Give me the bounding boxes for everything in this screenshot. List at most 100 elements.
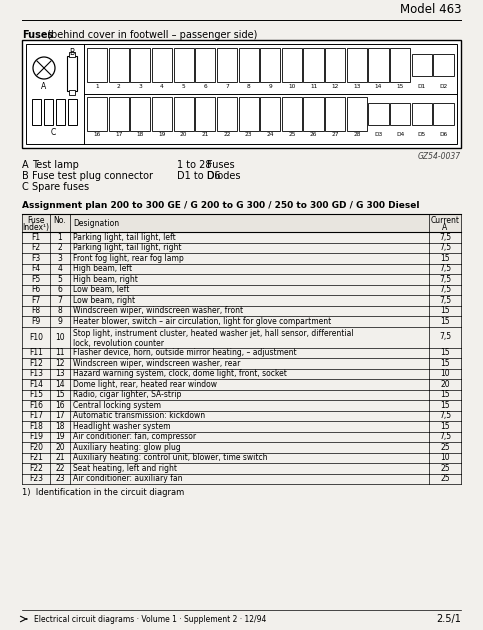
Text: Fuse test plug connector: Fuse test plug connector — [32, 171, 153, 181]
Text: High beam, right: High beam, right — [73, 275, 138, 284]
Text: Dome light, rear, heated rear window: Dome light, rear, heated rear window — [73, 380, 217, 389]
Text: F20: F20 — [29, 443, 43, 452]
Text: 19: 19 — [55, 432, 65, 441]
Text: F17: F17 — [29, 411, 43, 420]
Text: F8: F8 — [31, 306, 41, 315]
Bar — [22, 40, 461, 148]
Bar — [369, 48, 388, 82]
Text: 21: 21 — [55, 453, 65, 462]
Text: 15: 15 — [440, 390, 450, 399]
Text: F19: F19 — [29, 432, 43, 441]
Text: F2: F2 — [31, 243, 41, 252]
Text: Flasher device, horn, outside mirror heating, – adjustment: Flasher device, horn, outside mirror hea… — [73, 348, 297, 357]
Bar — [56, 99, 65, 125]
Text: 7,5: 7,5 — [439, 243, 451, 252]
Text: F12: F12 — [29, 358, 43, 368]
Text: 8: 8 — [57, 306, 62, 315]
Text: 10: 10 — [440, 453, 450, 462]
Bar — [282, 97, 302, 131]
Text: Hazard warning system, clock, dome light, front, socket: Hazard warning system, clock, dome light… — [73, 369, 287, 378]
Text: 8: 8 — [247, 84, 251, 88]
Text: F1: F1 — [31, 232, 41, 242]
Text: Assignment plan 200 to 300 GE / G 200 to G 300 / 250 to 300 GD / G 300 Diesel: Assignment plan 200 to 300 GE / G 200 to… — [22, 201, 420, 210]
Text: Windscreen wiper, windscreen washer, front: Windscreen wiper, windscreen washer, fro… — [73, 306, 243, 315]
Text: Designation: Designation — [73, 219, 119, 228]
Text: 15: 15 — [440, 401, 450, 410]
Bar — [390, 103, 410, 125]
Text: F23: F23 — [29, 474, 43, 483]
Bar — [87, 97, 107, 131]
Text: 15: 15 — [440, 317, 450, 326]
Bar — [69, 52, 75, 57]
Text: 2: 2 — [57, 243, 62, 252]
Text: Stop light, instrument cluster, heated washer jet, hall sensor, differential: Stop light, instrument cluster, heated w… — [73, 328, 354, 338]
Bar — [69, 90, 75, 95]
Bar — [260, 97, 280, 131]
Text: F7: F7 — [31, 295, 41, 305]
Text: Seat heating, left and right: Seat heating, left and right — [73, 464, 177, 472]
Text: 7,5: 7,5 — [439, 411, 451, 420]
Text: Low beam, left: Low beam, left — [73, 285, 129, 294]
Text: 18: 18 — [55, 421, 65, 431]
Text: F5: F5 — [31, 275, 41, 284]
Text: C: C — [22, 182, 29, 192]
Text: 16: 16 — [55, 401, 65, 410]
Bar — [109, 97, 129, 131]
Bar — [173, 48, 194, 82]
Text: Parking light, tail light, left: Parking light, tail light, left — [73, 232, 176, 242]
Bar — [347, 97, 367, 131]
Text: F22: F22 — [29, 464, 43, 472]
Text: 7,5: 7,5 — [439, 264, 451, 273]
Text: D6: D6 — [440, 132, 447, 137]
Text: Auxiliary heating: control unit, blower, time switch: Auxiliary heating: control unit, blower,… — [73, 453, 268, 462]
Text: 7,5: 7,5 — [439, 432, 451, 441]
Text: 10: 10 — [440, 369, 450, 378]
Text: 11: 11 — [310, 84, 317, 88]
Bar — [67, 56, 77, 91]
Text: Current: Current — [430, 216, 459, 225]
Text: 15: 15 — [440, 421, 450, 431]
Text: 25: 25 — [440, 474, 450, 483]
Bar — [130, 97, 150, 131]
Bar — [412, 54, 432, 76]
Text: D1 to D6: D1 to D6 — [177, 171, 221, 181]
Text: Diodes: Diodes — [207, 171, 241, 181]
Text: F6: F6 — [31, 285, 41, 294]
Text: lock, revolution counter: lock, revolution counter — [73, 339, 164, 348]
Bar — [195, 97, 215, 131]
Text: Central locking system: Central locking system — [73, 401, 161, 410]
Text: 15: 15 — [440, 348, 450, 357]
Text: Automatic transmission: kickdown: Automatic transmission: kickdown — [73, 411, 205, 420]
Text: A: A — [442, 223, 448, 232]
Text: 6: 6 — [57, 285, 62, 294]
Text: Air conditioner: auxiliary fan: Air conditioner: auxiliary fan — [73, 474, 183, 483]
Text: (behind cover in footwell – passenger side): (behind cover in footwell – passenger si… — [44, 30, 257, 40]
Text: Index¹): Index¹) — [23, 223, 49, 232]
Text: A: A — [22, 160, 28, 170]
Bar — [130, 48, 150, 82]
Bar — [433, 54, 454, 76]
Text: High beam, left: High beam, left — [73, 264, 132, 273]
Text: 23: 23 — [245, 132, 252, 137]
Text: 7: 7 — [225, 84, 229, 88]
Text: 14: 14 — [375, 84, 382, 88]
Text: 1: 1 — [57, 232, 62, 242]
Text: Spare fuses: Spare fuses — [32, 182, 89, 192]
Text: 15: 15 — [55, 390, 65, 399]
Text: 16: 16 — [93, 132, 100, 137]
Bar — [173, 97, 194, 131]
Text: 17: 17 — [115, 132, 122, 137]
Text: 20: 20 — [440, 380, 450, 389]
Text: D3: D3 — [374, 132, 383, 137]
Bar — [303, 97, 324, 131]
Bar — [325, 48, 345, 82]
Bar — [239, 48, 259, 82]
Bar — [325, 97, 345, 131]
Text: 4: 4 — [160, 84, 164, 88]
Circle shape — [33, 57, 55, 79]
Text: 15: 15 — [440, 254, 450, 263]
Text: 9: 9 — [57, 317, 62, 326]
Text: 19: 19 — [158, 132, 166, 137]
Text: F21: F21 — [29, 453, 43, 462]
Bar — [412, 103, 432, 125]
